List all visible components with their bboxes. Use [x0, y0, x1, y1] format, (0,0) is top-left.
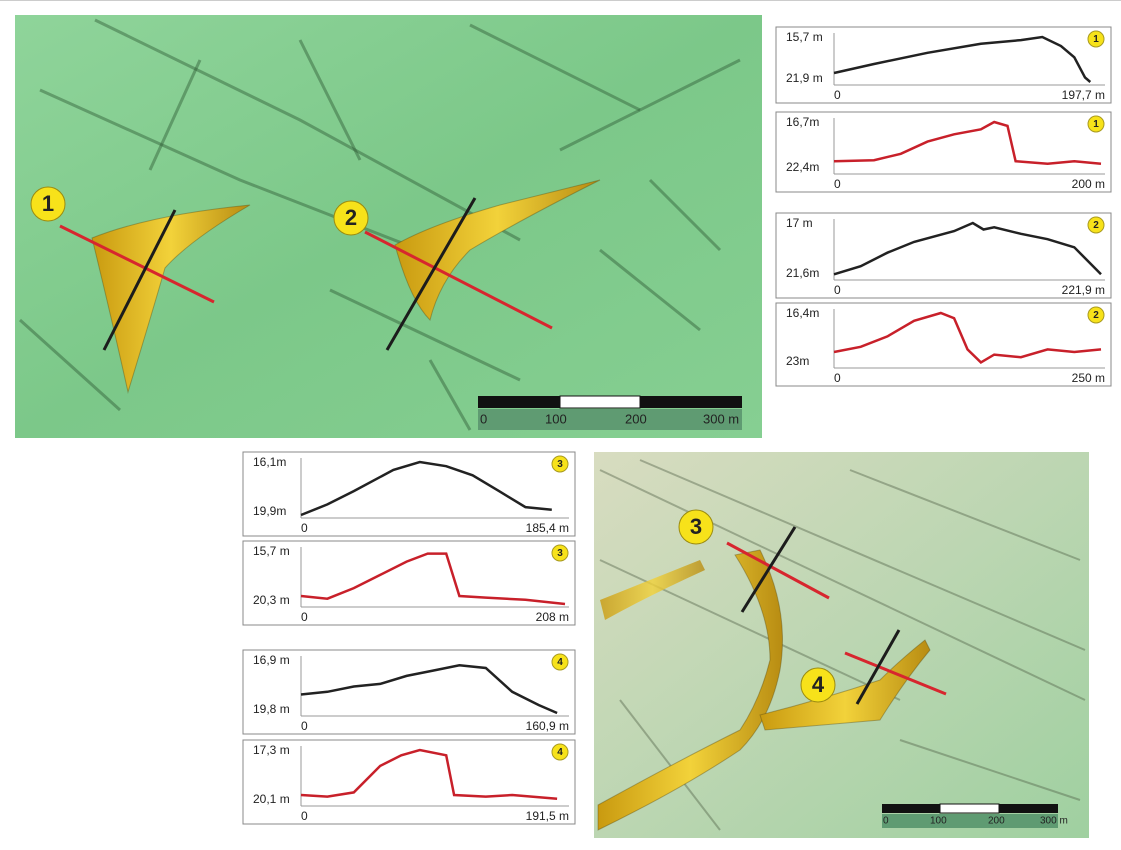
- profile-bottom-label: 20,3 m: [253, 593, 290, 607]
- profile-chart: 16,4m 23m 0 250 m 2: [776, 303, 1111, 386]
- profile-badge-label: 1: [1093, 119, 1099, 130]
- profile-end-label: 221,9 m: [1062, 283, 1105, 297]
- profile-end-label: 191,5 m: [526, 809, 569, 823]
- profile-badge-label: 2: [1093, 220, 1099, 231]
- profile-top-label: 16,1m: [253, 455, 286, 469]
- profile-end-label: 160,9 m: [526, 719, 569, 733]
- map-top: 1 2 0 100 200 300 m: [15, 15, 762, 438]
- profile-top-label: 16,4m: [786, 306, 819, 320]
- profile-start-label: 0: [834, 88, 841, 102]
- profile-frame: [776, 303, 1111, 386]
- scale-label: 300 m: [703, 411, 739, 426]
- profile-frame: [776, 112, 1111, 192]
- profile-badge-label: 3: [557, 548, 563, 559]
- profile-top-label: 15,7 m: [253, 544, 290, 558]
- profile-end-label: 197,7 m: [1062, 88, 1105, 102]
- profile-top-label: 17,3 m: [253, 743, 290, 757]
- profile-top-label: 16,7m: [786, 115, 819, 129]
- profile-chart: 17 m 21,6m 0 221,9 m 2: [776, 213, 1111, 298]
- scale-label: 200: [988, 816, 1005, 827]
- profile-chart: 15,7 m 21,9 m 0 197,7 m 1: [776, 27, 1111, 103]
- profile-bottom-label: 20,1 m: [253, 792, 290, 806]
- profile-bottom-label: 19,8 m: [253, 702, 290, 716]
- profile-badge-label: 2: [1093, 310, 1099, 321]
- profile-chart: 16,7m 22,4m 0 200 m 1: [776, 112, 1111, 192]
- scale-segment: [640, 396, 742, 408]
- profile-start-label: 0: [301, 809, 308, 823]
- profile-bottom-label: 23m: [786, 354, 809, 368]
- profile-start-label: 0: [834, 371, 841, 385]
- profile-start-label: 0: [301, 719, 308, 733]
- scale-bar: 0 100 200 300 m: [882, 804, 1068, 828]
- scale-segment: [478, 396, 560, 408]
- marker-label: 4: [812, 672, 825, 697]
- profile-badge-label: 4: [557, 747, 563, 758]
- marker-label: 1: [42, 191, 54, 216]
- profile-start-label: 0: [301, 521, 308, 535]
- profile-bottom-label: 21,9 m: [786, 71, 823, 85]
- marker-label: 3: [690, 514, 702, 539]
- scale-label: 300 m: [1040, 816, 1068, 827]
- profile-end-label: 250 m: [1072, 371, 1105, 385]
- profile-top-label: 15,7 m: [786, 30, 823, 44]
- profile-bottom-label: 19,9m: [253, 504, 286, 518]
- map-bottom: 3 4 0 100 200 300 m: [594, 452, 1089, 838]
- marker-label: 2: [345, 205, 357, 230]
- profile-end-label: 185,4 m: [526, 521, 569, 535]
- profile-top-label: 16,9 m: [253, 653, 290, 667]
- profile-bottom-label: 22,4m: [786, 160, 819, 174]
- profile-chart: 16,1m 19,9m 0 185,4 m 3: [243, 452, 575, 536]
- profile-start-label: 0: [834, 283, 841, 297]
- profile-chart: 16,9 m 19,8 m 0 160,9 m 4: [243, 650, 575, 734]
- scale-bar: 0 100 200 300 m: [478, 396, 742, 430]
- scale-background: [882, 814, 1058, 828]
- scale-segment: [940, 804, 999, 813]
- profile-chart: 17,3 m 20,1 m 0 191,5 m 4: [243, 740, 575, 824]
- scale-segment: [882, 804, 940, 813]
- profile-top-label: 17 m: [786, 216, 813, 230]
- profile-bottom-label: 21,6m: [786, 266, 819, 280]
- profile-start-label: 0: [301, 610, 308, 624]
- scale-label: 100: [930, 816, 947, 827]
- scale-segment: [999, 804, 1058, 813]
- profile-start-label: 0: [834, 177, 841, 191]
- profile-chart: 15,7 m 20,3 m 0 208 m 3: [243, 541, 575, 625]
- scale-label: 0: [883, 816, 889, 827]
- profile-badge-label: 3: [557, 459, 563, 470]
- profile-end-label: 200 m: [1072, 177, 1105, 191]
- scale-label: 0: [480, 411, 487, 426]
- profile-badge-label: 1: [1093, 34, 1099, 45]
- scale-label: 100: [545, 411, 567, 426]
- scale-segment: [560, 396, 640, 408]
- scale-label: 200: [625, 411, 647, 426]
- profile-frame: [243, 541, 575, 625]
- profile-end-label: 208 m: [536, 610, 569, 624]
- figure: 1 2 0 100 200 300 m 3 4: [0, 0, 1121, 850]
- profile-badge-label: 4: [557, 657, 563, 668]
